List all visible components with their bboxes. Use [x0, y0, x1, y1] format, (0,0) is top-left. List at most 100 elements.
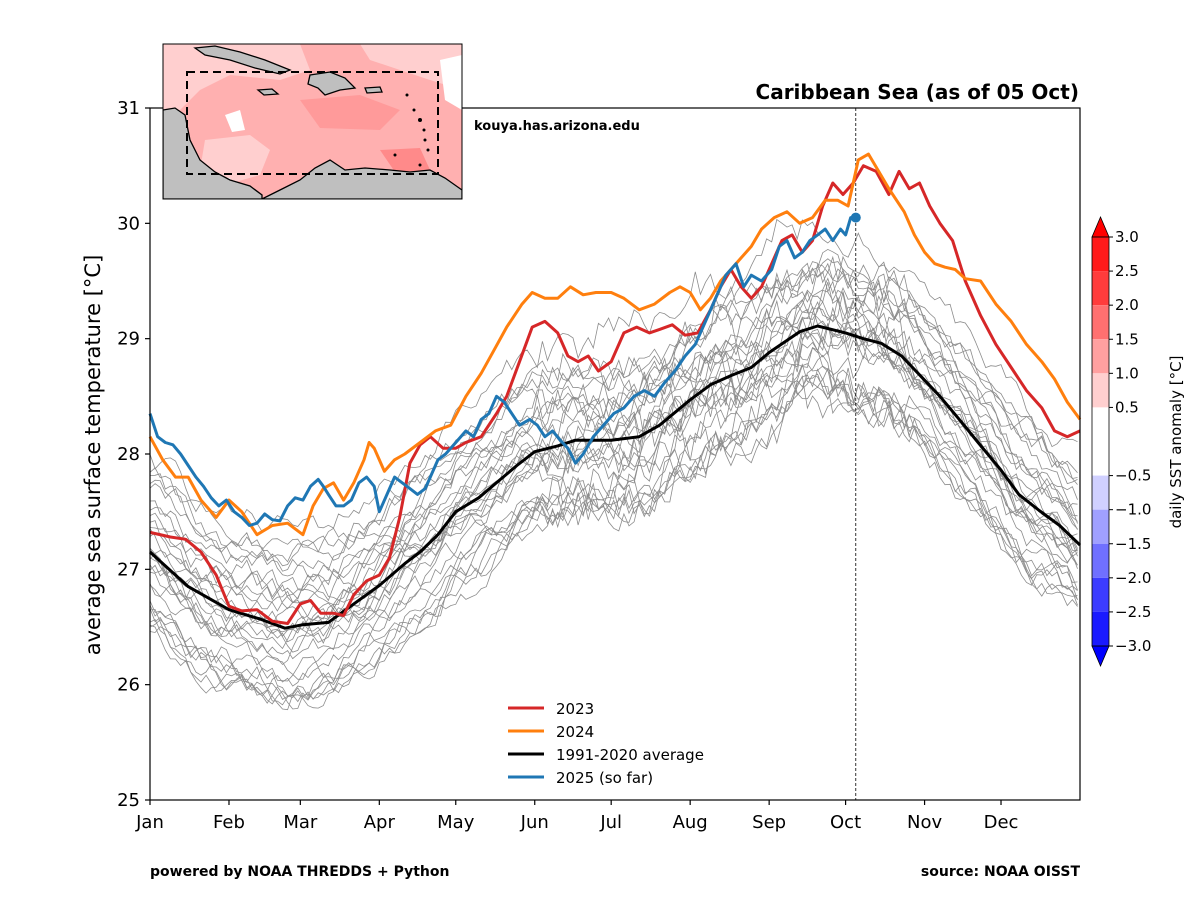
map-land-puerto-rico: [364, 86, 383, 94]
climatology-year-line: [149, 218, 1078, 533]
credit-text: kouya.has.arizona.edu: [474, 119, 640, 134]
climatology-year-line: [149, 363, 1078, 700]
climatology-year-line: [149, 255, 1078, 567]
climatology-year-line: [149, 258, 1078, 586]
map-anomaly-patch: [380, 148, 430, 172]
legend-label: 2024: [556, 723, 594, 741]
series-line-1991-2020-average: [148, 324, 1082, 630]
plot-area: [148, 107, 1082, 801]
x-tick-label: Aug: [673, 812, 708, 833]
map-anomaly-patch: [225, 110, 245, 132]
x-tick-label: Apr: [364, 812, 396, 833]
y-tick-label: 26: [117, 675, 140, 696]
map-land-south-america: [261, 159, 462, 199]
map-averaging-region-box: [186, 71, 439, 175]
climatology-year-line: [149, 374, 1078, 709]
legend: 2023 2024 1991-2020 average 2025 (so far): [508, 700, 704, 787]
colorbar-tick-label: 0.5: [1115, 398, 1139, 416]
colorbar-tick-label: −2.0: [1115, 569, 1151, 587]
colorbar-bin: [1092, 543, 1109, 578]
climatology-year-line: [149, 289, 1078, 610]
colorbar-tick-label: −1.5: [1115, 535, 1151, 553]
colorbar-frame: [1091, 236, 1110, 647]
legend-label: 2025 (so far): [556, 769, 653, 787]
climatology-year-line: [149, 354, 1078, 682]
x-tick-label: Feb: [213, 812, 245, 833]
y-tick-label: 31: [117, 98, 140, 119]
map-anomaly-patch: [440, 55, 462, 110]
climatology-year-line: [149, 341, 1078, 666]
map-land-jamaica: [256, 88, 280, 96]
map-land-hispaniola: [307, 71, 357, 96]
climatology-year-line: [149, 248, 1078, 553]
y-tick-label: 25: [117, 790, 140, 811]
footer-right: source: NOAA OISST: [921, 864, 1081, 880]
y-tick-label: 29: [117, 329, 140, 350]
climatology-year-line: [149, 363, 1078, 697]
colorbar-bin: [1092, 339, 1109, 374]
footer-left: powered by NOAA THREDDS + Python: [150, 864, 449, 880]
climatology-year-line: [149, 296, 1078, 623]
main-series: [148, 152, 1082, 630]
colorbar-tick-label: 2.5: [1115, 262, 1139, 280]
legend-label: 2023: [556, 700, 594, 718]
y-tick-label: 28: [117, 444, 140, 465]
colorbar-tick-label: 1.0: [1115, 364, 1139, 382]
map-land-central-america: [163, 107, 263, 199]
x-axis: Jan Feb Mar Apr May Jun Jul Aug Sep Oct Nov Dec: [135, 800, 1018, 833]
colorbar-tick-label: 2.0: [1115, 296, 1139, 314]
colorbar-bin: [1092, 373, 1109, 408]
colorbar-tick-label: 3.0: [1115, 228, 1139, 246]
colorbar-tick-label: −1.0: [1115, 501, 1151, 519]
colorbar-bin: [1092, 305, 1109, 340]
colorbar-tick-label: −3.0: [1115, 637, 1151, 655]
climatology-year-line: [149, 303, 1078, 631]
colorbar-bin: [1092, 407, 1109, 476]
legend-label: 1991-2020 average: [556, 746, 704, 764]
x-tick-label: May: [437, 812, 475, 833]
colorbar-bin: [1092, 577, 1109, 612]
climatology-lines: [149, 218, 1078, 711]
x-tick-label: Oct: [830, 812, 861, 833]
x-tick-label: Dec: [984, 812, 1019, 833]
colorbar-bin: [1092, 475, 1109, 510]
climatology-year-line: [149, 282, 1078, 606]
colorbar-bin: [1092, 237, 1109, 272]
x-tick-label: Mar: [283, 812, 318, 833]
x-tick-label: Nov: [907, 812, 942, 833]
colorbar-bin: [1092, 509, 1109, 544]
climatology-year-line: [149, 367, 1078, 711]
colorbar-tick-label: −2.5: [1115, 603, 1151, 621]
climatology-year-line: [149, 290, 1078, 612]
climatology-year-line: [149, 326, 1078, 653]
series-endpoint-2025: [850, 212, 861, 223]
colorbar-bin: [1092, 271, 1109, 306]
y-tick-label: 27: [117, 559, 140, 580]
y-axis: 25 26 27 28 29 30 31: [117, 98, 150, 811]
map-anomaly-patch: [360, 44, 462, 90]
map-anomaly-patch: [200, 135, 270, 185]
colorbar-tick-label: −0.5: [1115, 467, 1151, 485]
series-line-2024: [148, 152, 1082, 537]
inset-map-frame: [162, 43, 463, 200]
inset-map: [162, 43, 463, 200]
x-tick-label: Jul: [599, 812, 622, 833]
colorbar-tick-label: 1.5: [1115, 330, 1139, 348]
colorbar-label: daily SST anomaly [°C]: [1167, 356, 1185, 529]
colorbar-extend-low: [1091, 645, 1110, 668]
climatology-year-line: [149, 319, 1078, 643]
colorbar: 3.0 2.5 2.0 1.5 1.0 0.5 −0.5 −1.0 −1.5 −2.0 −2.5 −3…: [1091, 215, 1151, 668]
map-lesser-antilles: [393, 93, 430, 167]
chart-title: Caribbean Sea (as of 05 Oct): [756, 80, 1079, 104]
climatology-year-line: [149, 316, 1078, 629]
climatology-year-line: [149, 323, 1078, 660]
x-tick-label: Sep: [752, 812, 786, 833]
series-line-2025-so-far: [148, 216, 856, 527]
colorbar-extend-high: [1091, 215, 1110, 238]
x-tick-label: Jun: [520, 812, 549, 833]
y-axis-label: average sea surface temperature [°C]: [81, 255, 105, 656]
climatology-year-line: [149, 261, 1078, 567]
colorbar-bin: [1092, 611, 1109, 646]
climatology-year-line: [149, 269, 1078, 604]
